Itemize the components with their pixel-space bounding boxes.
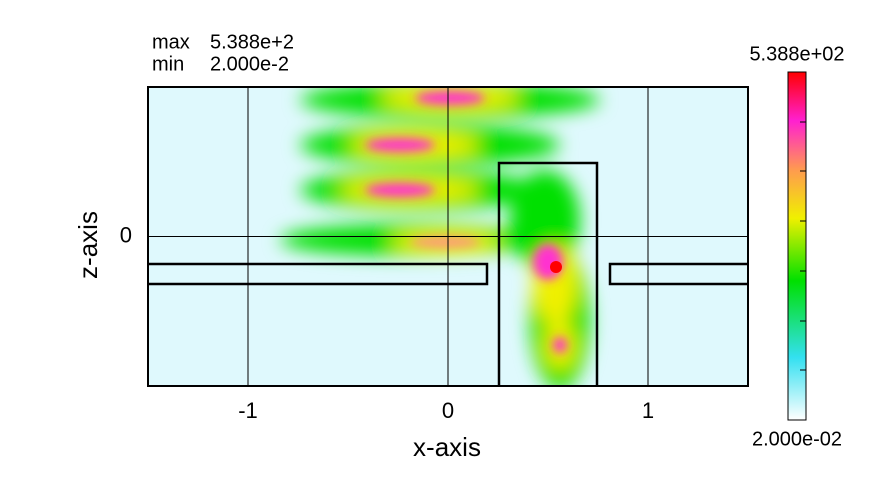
field-blobs [280, 87, 600, 386]
max-peak [550, 261, 562, 273]
y-axis-label: z-axis [73, 211, 103, 279]
geometry [148, 161, 748, 386]
x-tick-label: 1 [642, 398, 654, 423]
field-peaks [365, 91, 567, 353]
colorbar-label: 2.000e-02 [752, 428, 842, 450]
field [280, 87, 600, 386]
colorbar-minor-ticks [800, 121, 806, 371]
grid [148, 87, 748, 386]
colorbar-label: 5.388e+02 [749, 43, 844, 65]
colorbar [787, 71, 807, 421]
x-tick-label: -1 [238, 398, 258, 423]
x-tick-label: 0 [442, 398, 454, 423]
min-value: 2.000e-2 [210, 53, 289, 75]
max-label: max [152, 31, 190, 53]
plot-frame [147, 86, 749, 387]
min-label: min [152, 53, 184, 75]
max-value: 5.388e+2 [210, 31, 294, 53]
y-tick-label: 0 [120, 222, 132, 247]
x-axis-label: x-axis [413, 432, 481, 462]
